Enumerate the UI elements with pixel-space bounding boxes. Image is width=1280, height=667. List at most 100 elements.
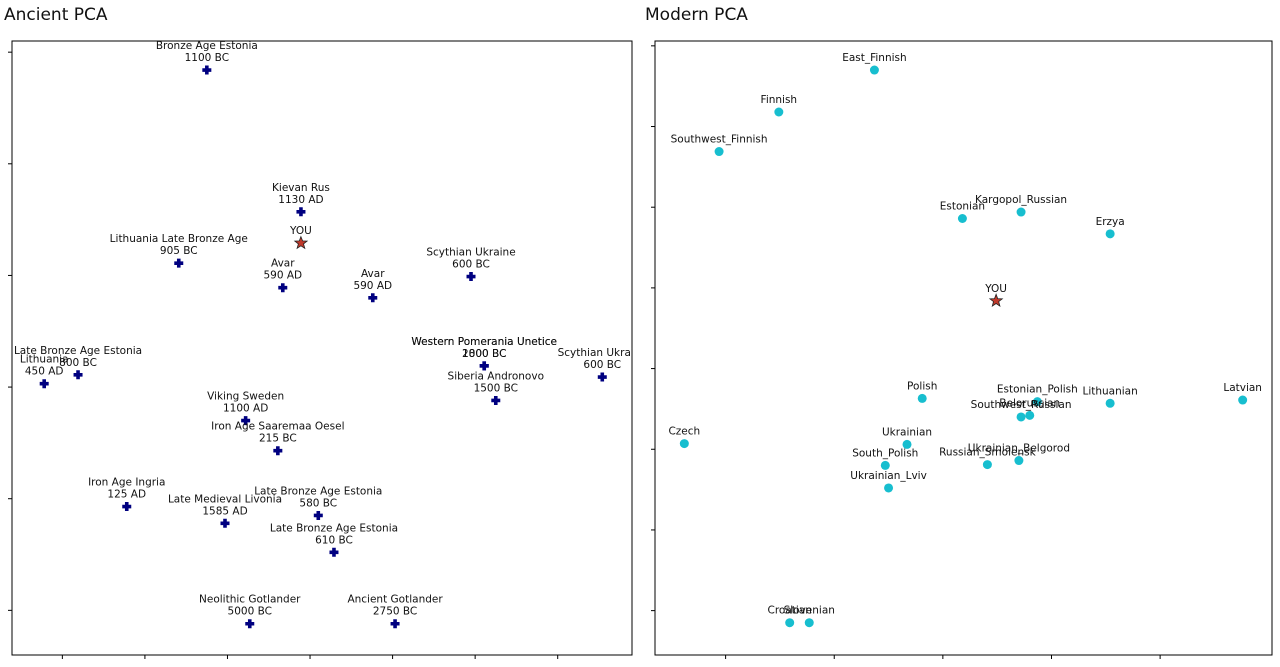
point <box>982 460 992 470</box>
point <box>220 518 230 528</box>
point-label: 1500 BC <box>474 382 518 394</box>
point-label: Russian_Smolensk <box>939 447 1036 459</box>
point-label: Kargopol_Russian <box>975 194 1067 206</box>
point-label: Late Bronze Age Estonia <box>270 522 398 534</box>
point <box>273 446 283 456</box>
point-label: Lithuanian <box>1082 385 1137 397</box>
point <box>296 207 306 217</box>
point-label: 580 BC <box>299 497 337 509</box>
point-label: Slovenian <box>784 605 835 617</box>
point <box>679 439 689 449</box>
point-label: Lithuania <box>20 354 69 366</box>
point-label: 1800 BC <box>462 348 506 360</box>
point-label: Latvian <box>1223 382 1262 394</box>
point-label: 2000 BC <box>462 348 506 360</box>
point <box>957 214 967 224</box>
point <box>1025 410 1035 420</box>
point-label: South_Polish <box>852 447 918 459</box>
point-label: Erzya <box>1096 216 1125 228</box>
point <box>988 293 1004 308</box>
point <box>917 393 927 403</box>
point <box>313 510 323 520</box>
point-label: Southwest_Finnish <box>671 134 768 146</box>
point-label: 1130 AD <box>278 194 323 206</box>
point-label: Polish <box>907 380 937 392</box>
chart-title: Ancient PCA <box>4 5 108 25</box>
point-label: Viking Sweden <box>207 391 284 403</box>
point <box>785 618 795 628</box>
point-label: Kievan Rus <box>272 182 330 194</box>
point-label: YOU <box>984 283 1007 295</box>
point-label: Late Bronze Age Estonia <box>14 345 142 357</box>
point-label: Czech <box>668 426 700 438</box>
point <box>293 235 309 250</box>
point-label: 800 BC <box>59 357 97 369</box>
point <box>368 293 378 303</box>
point <box>902 439 912 449</box>
point-label: Bronze Age Estonia <box>156 40 258 52</box>
point-label: Scythian Ukraine <box>426 247 515 259</box>
point-label: 2750 BC <box>373 606 417 618</box>
point <box>278 283 288 293</box>
point-label: Ancient Gotlander <box>347 594 443 606</box>
point <box>597 372 607 382</box>
point-label: Southwest_Russian <box>971 399 1072 411</box>
point-label: Finnish <box>761 94 798 106</box>
point <box>491 395 501 405</box>
point <box>73 370 83 380</box>
plot-frame <box>654 40 1273 656</box>
point-label: 600 BC <box>583 359 621 371</box>
point-label: Avar <box>271 258 295 270</box>
point-label: YOU <box>289 225 312 237</box>
point-label: Late Bronze Age Estonia <box>254 485 382 497</box>
point-label: Western Pomerania Unetice <box>411 336 557 348</box>
point-label: 450 AD <box>25 366 64 378</box>
point-label: 590 AD <box>263 270 302 282</box>
point <box>869 65 879 75</box>
plot-frame <box>11 40 633 656</box>
point <box>774 107 784 117</box>
point-label: Lithuania Late Bronze Age <box>110 233 248 245</box>
point-label: Late Medieval Livonia <box>168 493 282 505</box>
point-label: Avar <box>361 268 385 280</box>
point <box>1238 395 1248 405</box>
chart-title: Modern PCA <box>645 5 748 25</box>
point <box>1016 412 1026 422</box>
point-label: Ukrainian_Lviv <box>850 470 927 482</box>
point-label: 905 BC <box>160 245 198 257</box>
point <box>39 379 49 389</box>
point <box>202 65 212 75</box>
point-label: Neolithic Gotlander <box>199 594 301 606</box>
point-label: 5000 BC <box>228 606 272 618</box>
point <box>880 460 890 470</box>
point-label: 1100 AD <box>223 403 268 415</box>
point <box>884 483 894 493</box>
point-label: Iron Age Ingria <box>88 477 165 489</box>
point-label: Estonian <box>940 201 985 213</box>
point-label: 1100 BC <box>185 52 229 64</box>
point <box>479 361 489 371</box>
point-label: Siberia Andronovo <box>448 370 544 382</box>
point <box>390 619 400 629</box>
point-label: East_Finnish <box>842 52 906 64</box>
point <box>804 618 814 628</box>
point-label: 610 BC <box>315 534 353 546</box>
point-label: Croatian <box>767 605 811 617</box>
point <box>1105 398 1115 408</box>
points: East_Finnish Finnish Southwest_Finnish Esto… <box>668 52 1262 628</box>
point-label: 1585 AD <box>202 505 247 517</box>
point <box>329 547 339 557</box>
point-label: Estonian_Polish <box>997 384 1078 396</box>
point-label: Scythian Ukraine <box>558 347 647 359</box>
point <box>714 147 724 157</box>
point-label: Ukrainian_Belgorod <box>968 443 1070 455</box>
point-label: 600 BC <box>452 259 490 271</box>
point <box>1014 456 1024 466</box>
point-label: Belorussian <box>999 397 1060 409</box>
point-label: Ukrainian <box>882 426 932 438</box>
point-label: 590 AD <box>353 280 392 292</box>
point-label: Western Pomerania Unetice <box>411 336 557 348</box>
point-label: 215 BC <box>259 433 297 445</box>
